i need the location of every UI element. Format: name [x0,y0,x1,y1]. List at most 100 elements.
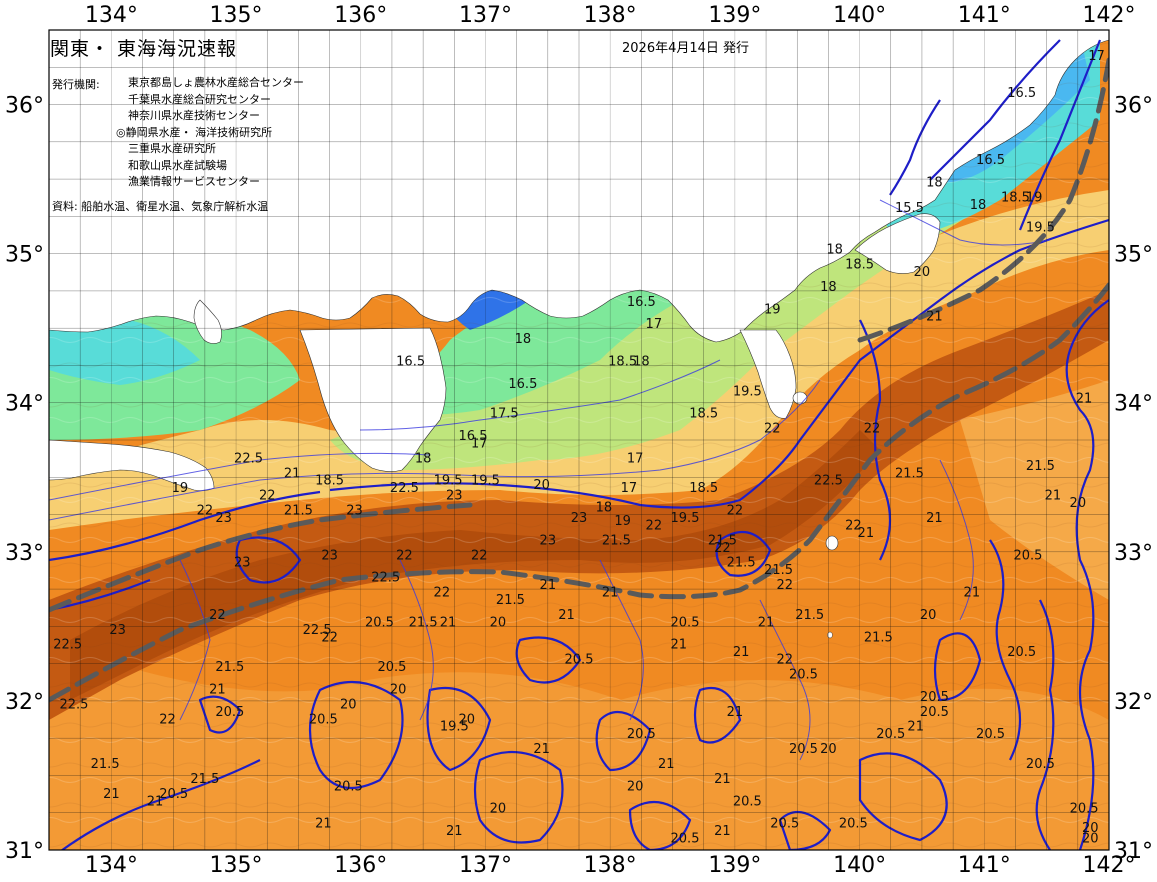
longitude-label: 137° [459,853,512,878]
contour-value-label: 20.5 [789,742,818,757]
longitude-label: 135° [210,3,263,28]
contour-value-label: 21.5 [190,772,219,787]
contour-value-label: 20.5 [1013,548,1042,563]
contour-value-label: 20 [914,265,931,280]
longitude-label: 134° [85,853,138,878]
contour-value-label: 20.5 [920,705,949,720]
contour-value-label: 20.5 [839,817,868,832]
contour-value-label: 21 [209,682,226,697]
contour-value-label: 22.5 [53,638,82,653]
graticule [48,29,1110,851]
latitude-label: 34° [1114,392,1153,417]
contour-value-label: 21 [714,824,731,839]
contour-value-label: 17.5 [490,407,519,422]
contour-value-label: 21 [147,794,164,809]
contour-value-label: 23 [446,489,463,504]
contour-value-label: 22.5 [814,474,843,489]
land-oshima [792,391,808,405]
contour-value-label: 18.5 [315,474,344,489]
contour-value-label: 21 [907,720,924,735]
contour-value-label: 20.5 [789,668,818,683]
contour-value-label: 23 [215,511,232,526]
longitude-label: 141° [958,853,1011,878]
contour-value-label: 18.5 [689,481,718,496]
contour-value-label: 18 [415,451,432,466]
contour-value-label: 20 [458,712,475,727]
land-miyakejima [825,535,839,551]
contour-value-label: 18 [515,332,532,347]
contour-value-label: 20.5 [671,832,700,847]
data-source-note: 資料: 船舶水温、衛星水温、気象庁解析水温 [52,200,269,213]
latitude-label: 36° [5,94,44,119]
land-hachijojima [827,631,833,639]
longitude-label: 137° [459,3,512,28]
land-boso-peninsula [854,213,941,274]
contour-value-label: 21.5 [895,466,924,481]
contour-value-label: 21 [1076,392,1093,407]
contour-value-label: 22 [434,586,451,601]
contour-value-label: 22 [845,518,862,533]
contour-value-label: 21 [670,638,687,653]
contour-value-label: 21 [858,526,875,541]
contour-value-label: 21 [733,645,750,660]
map-border [48,29,1110,851]
contour-value-label: 21 [284,466,301,481]
latitude-labels-left: 36° 35° 34° 33° 32° 31° [5,94,44,864]
contour-value-label: 21 [540,578,557,593]
contour-value-label: 20.5 [876,727,905,742]
contour-value-label: 17 [471,436,488,451]
contour-value-label: 20.5 [334,779,363,794]
latitude-label: 35° [1114,243,1153,268]
agency-item: 千葉県水産総合研究センター [128,92,271,106]
contour-value-label: 20 [820,742,837,757]
contour-value-label: 20 [390,682,407,697]
contour-value-label: 20 [490,615,507,630]
contour-value-label: 21.5 [496,593,525,608]
contour-value-label: 20.5 [309,712,338,727]
issue-date: 2026年4月14日 発行 [622,41,750,56]
contour-value-label: 23 [346,504,363,519]
contour-value-label: 16.5 [459,429,488,444]
latitude-label: 31° [5,839,44,864]
contour-value-label: 21.5 [764,563,793,578]
latitude-label: 31° [1114,839,1153,864]
contour-value-label: 23 [540,533,557,548]
contour-value-label: 20 [340,697,357,712]
contour-value-label: 16.5 [508,377,537,392]
contour-value-label: 19.5 [671,511,700,526]
latitude-label: 32° [1114,690,1153,715]
contour-value-label: 21 [758,615,775,630]
contour-value-label: 21 [315,817,332,832]
contour-value-label: 20.5 [733,794,762,809]
contour-value-label: 22 [197,504,214,519]
longitude-label: 142° [1083,3,1136,28]
contour-value-label: 20.5 [215,705,244,720]
contour-value-label: 18.5 [1001,190,1030,205]
contour-value-label: 20.5 [377,660,406,675]
contour-value-label: 23 [321,548,338,563]
longitude-label: 136° [334,853,387,878]
contour-value-label: 21 [446,824,463,839]
contour-value-label: 22.5 [59,697,88,712]
contour-value-label: 18.5 [608,354,637,369]
longitude-label: 142° [1083,853,1136,878]
contour-value-label: 19.5 [1026,220,1055,235]
latitude-label: 32° [5,690,44,715]
longitude-labels-bottom: 134° 135° 136° 137° 138° 139° 140° 141° 142° [85,853,1136,878]
contour-value-label: 21.5 [284,504,313,519]
longitude-label: 138° [584,3,637,28]
contour-value-label: 20.5 [565,653,594,668]
contour-value-label: 21 [440,615,457,630]
latitude-label: 35° [5,243,44,268]
contour-value-label: 22 [259,489,276,504]
contour-value-label: 21 [602,586,619,601]
contour-value-label: 16.5 [627,295,656,310]
contour-value-label: 20 [533,478,550,493]
latitude-label: 36° [1114,94,1153,119]
contour-value-label: 22.5 [303,623,332,638]
contour-value-label: 20 [1070,496,1087,511]
contour-value-label: 18 [596,501,613,516]
longitude-label: 141° [958,3,1011,28]
contour-value-label: 18 [633,354,650,369]
